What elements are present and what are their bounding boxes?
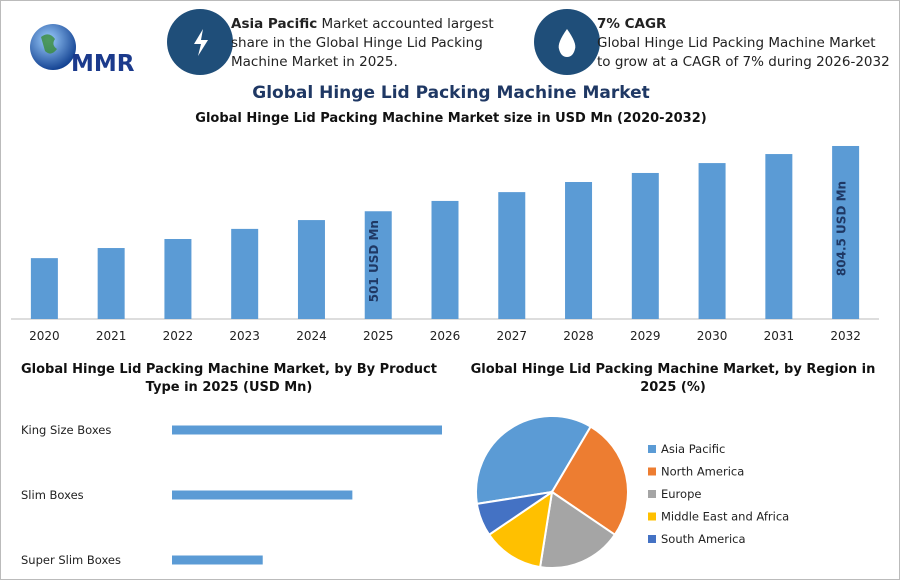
legend-label: Asia Pacific bbox=[661, 442, 725, 456]
legend-swatch bbox=[648, 445, 656, 453]
x-tick-label: 2021 bbox=[96, 329, 127, 343]
data-label: 501 USD Mn bbox=[367, 220, 381, 302]
x-tick-label: 2026 bbox=[430, 329, 461, 343]
legend-swatch bbox=[648, 512, 656, 521]
x-tick-label: 2031 bbox=[764, 329, 795, 343]
x-tick-label: 2022 bbox=[163, 329, 194, 343]
chart-title: Global Hinge Lid Packing Machine Market,… bbox=[470, 362, 876, 395]
bar bbox=[765, 154, 793, 319]
x-tick-label: 2032 bbox=[830, 329, 861, 343]
x-tick-label: 2023 bbox=[229, 329, 260, 343]
legend-swatch bbox=[648, 535, 656, 543]
bolt-icon bbox=[194, 29, 208, 56]
info-text: Asia Pacific Market accounted largest sh… bbox=[231, 15, 526, 72]
drop-icon bbox=[558, 29, 576, 57]
x-tick-label: 2020 bbox=[29, 329, 60, 343]
x-tick-label: 2024 bbox=[296, 329, 327, 343]
x-tick-label: 2030 bbox=[697, 329, 728, 343]
bar bbox=[30, 258, 58, 319]
bar bbox=[231, 228, 259, 319]
x-tick-label: 2029 bbox=[630, 329, 661, 343]
legend-label: North America bbox=[661, 465, 744, 479]
bar bbox=[698, 163, 726, 319]
legend-label: Europe bbox=[661, 487, 701, 501]
data-label: 804.5 USD Mn bbox=[835, 181, 849, 276]
pie-slice bbox=[550, 425, 629, 537]
page-title: Global Hinge Lid Packing Machine Market bbox=[252, 83, 649, 103]
pie-slice bbox=[475, 491, 553, 537]
pie-slice bbox=[475, 415, 593, 506]
bar bbox=[498, 192, 526, 319]
y-tick-label: Slim Boxes bbox=[21, 488, 84, 502]
bar bbox=[97, 248, 125, 319]
bar bbox=[631, 172, 659, 319]
legend-swatch bbox=[648, 490, 656, 498]
x-tick-label: 2027 bbox=[496, 329, 527, 343]
info-highlight: 7% CAGR bbox=[597, 16, 667, 32]
pie-slice bbox=[487, 489, 554, 569]
pie-slice bbox=[538, 490, 617, 569]
bar bbox=[364, 211, 392, 319]
legend-label: South America bbox=[661, 532, 746, 546]
y-tick-label: King Size Boxes bbox=[21, 423, 111, 437]
info-text: 7% CAGR Global Hinge Lid Packing Machine … bbox=[597, 15, 892, 72]
bar bbox=[431, 200, 459, 319]
chart-title: Global Hinge Lid Packing Machine Market,… bbox=[21, 362, 437, 395]
x-tick-label: 2025 bbox=[363, 329, 394, 343]
logo-text: MMR bbox=[71, 51, 135, 77]
bar bbox=[565, 182, 593, 319]
y-tick-label: Super Slim Boxes bbox=[21, 553, 121, 567]
info-highlight: Asia Pacific bbox=[231, 16, 318, 32]
bar bbox=[172, 425, 442, 435]
bar bbox=[832, 145, 860, 319]
legend-label: Middle East and Africa bbox=[661, 510, 789, 524]
logo-land bbox=[41, 34, 57, 54]
info-body: Market accounted largest share in the Gl… bbox=[231, 16, 494, 70]
legend-swatch bbox=[648, 467, 656, 476]
info-body: Global Hinge Lid Packing Machine Market … bbox=[597, 35, 890, 70]
x-tick-label: 2028 bbox=[563, 329, 594, 343]
bar bbox=[172, 555, 263, 565]
bar bbox=[297, 220, 325, 319]
bar bbox=[172, 490, 353, 500]
bar bbox=[164, 238, 192, 319]
chart-title: Global Hinge Lid Packing Machine Market … bbox=[195, 111, 706, 126]
